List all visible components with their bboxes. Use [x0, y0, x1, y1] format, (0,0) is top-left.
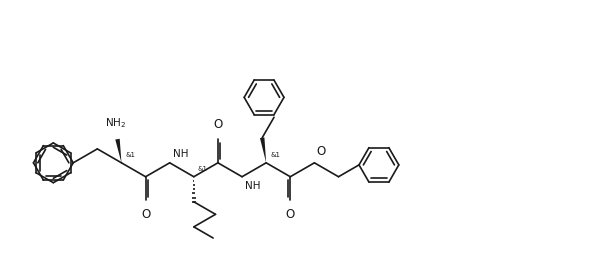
Polygon shape — [115, 139, 121, 163]
Text: O: O — [285, 208, 295, 221]
Text: &1: &1 — [270, 152, 280, 158]
Text: O: O — [141, 208, 150, 221]
Text: &1: &1 — [125, 152, 136, 158]
Text: O: O — [316, 145, 325, 158]
Text: NH: NH — [173, 149, 188, 159]
Text: O: O — [213, 118, 223, 131]
Polygon shape — [260, 137, 266, 163]
Text: NH: NH — [245, 181, 260, 191]
Text: NH$_2$: NH$_2$ — [105, 116, 126, 130]
Text: &1: &1 — [198, 166, 208, 172]
